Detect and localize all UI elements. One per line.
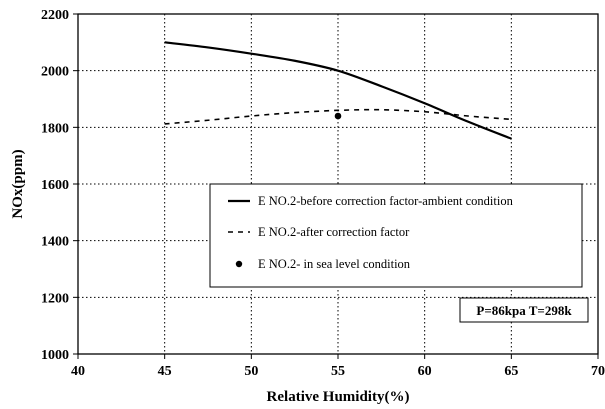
y-axis-title: NOx(ppm) xyxy=(10,149,26,218)
y-tick-label-1200: 1200 xyxy=(41,291,69,306)
x-tick-label-50: 50 xyxy=(244,364,258,379)
x-tick-label-55: 55 xyxy=(331,364,345,379)
y-tick-label-1000: 1000 xyxy=(41,348,69,363)
tick-labels: 40 45 50 55 60 65 70 1000 1200 1400 1600 1800 2000 22… xyxy=(41,8,605,379)
legend-label-before: E NO.2-before correction factor-ambient … xyxy=(258,194,514,208)
condition-note: P=86kpa T=298k xyxy=(459,297,589,323)
x-tick-label-45: 45 xyxy=(158,364,172,379)
x-axis-title: Relative Humidity(%) xyxy=(267,389,410,405)
x-tick-label-40: 40 xyxy=(71,364,85,379)
series-layer xyxy=(164,41,512,140)
x-tick-label-60: 60 xyxy=(418,364,432,379)
x-tick-label-65: 65 xyxy=(504,364,518,379)
legend-label-after: E NO.2-after correction factor xyxy=(258,225,410,239)
y-tick-label-1600: 1600 xyxy=(41,178,69,193)
series-2-point-0 xyxy=(334,112,342,120)
legend-label-sea-level: E NO.2- in sea level condition xyxy=(258,257,411,271)
condition-note-box xyxy=(459,297,589,323)
y-tick-label-1400: 1400 xyxy=(41,235,69,250)
legend: E NO.2-before correction factor-ambient … xyxy=(209,183,583,288)
legend-marker-sea-level xyxy=(235,260,243,268)
legend-box xyxy=(209,183,583,288)
series-0-line xyxy=(164,41,512,140)
series-1-line xyxy=(164,108,512,125)
y-tick-label-2200: 2200 xyxy=(41,8,69,23)
y-tick-label-1800: 1800 xyxy=(41,121,69,136)
y-tick-label-2000: 2000 xyxy=(41,65,69,80)
x-tick-label-70: 70 xyxy=(591,364,605,379)
axes xyxy=(73,13,599,359)
condition-note-text: P=86kpa T=298k xyxy=(476,303,572,318)
